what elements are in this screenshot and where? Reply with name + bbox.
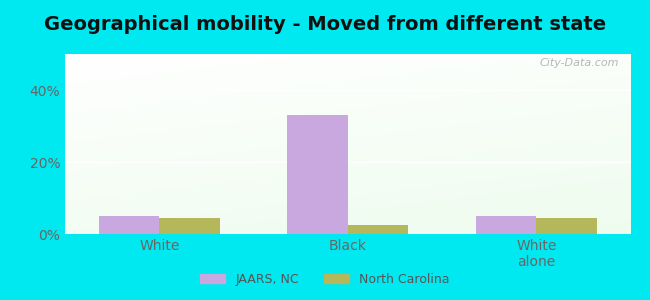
Text: City-Data.com: City-Data.com xyxy=(540,58,619,68)
Legend: JAARS, NC, North Carolina: JAARS, NC, North Carolina xyxy=(196,268,454,291)
Text: Geographical mobility - Moved from different state: Geographical mobility - Moved from diffe… xyxy=(44,15,606,34)
Bar xyxy=(476,216,536,234)
Bar xyxy=(287,115,348,234)
Bar xyxy=(99,216,159,234)
Bar xyxy=(159,218,220,234)
Bar xyxy=(536,218,597,234)
Bar xyxy=(348,225,408,234)
